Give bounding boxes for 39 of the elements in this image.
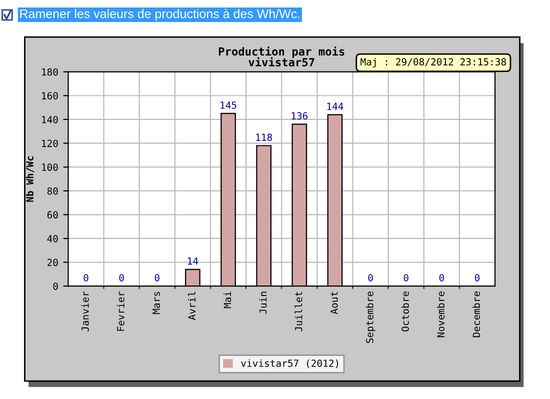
y-tick-label: 140 <box>42 116 58 124</box>
y-tick-label: 180 <box>42 68 58 76</box>
y-tick-label: 80 <box>47 187 58 195</box>
text: Ramener les valeurs de productions à des Wh/Wc. <box>20 8 300 21</box>
y-tick-label: 20 <box>47 258 58 266</box>
y-tick-label: 120 <box>42 140 58 148</box>
data-label: 118 <box>256 134 272 141</box>
x-tick-label: Mai <box>224 292 232 308</box>
x-tick-label: Septembre <box>366 292 376 343</box>
y-tick-label: 0 <box>53 282 58 290</box>
legend-label: vivistar57 (2012) <box>241 359 338 368</box>
x-tick-label: Avril <box>188 292 196 320</box>
data-label: 0 <box>119 274 124 282</box>
y-axis-title: Nb Wh/Wc <box>26 156 34 202</box>
data-label: 0 <box>474 274 480 282</box>
y-tick-label: 40 <box>47 234 58 242</box>
x-tick-label: Janvier <box>81 291 89 332</box>
data-label: 144 <box>327 102 344 110</box>
data-label: 136 <box>292 112 308 120</box>
text: Maj : 29/08/2012 23:15:38 <box>360 58 506 68</box>
chart-title: Production par mois vivistar57 <box>218 46 344 66</box>
data-label: 0 <box>439 274 444 282</box>
data-label: 145 <box>220 102 236 109</box>
data-label: 14 <box>188 258 198 265</box>
x-tick-label: Decembre <box>472 292 480 338</box>
y-tick-label: 160 <box>42 92 58 100</box>
x-tick-label: Juillet <box>294 292 302 332</box>
data-label: 0 <box>84 274 88 282</box>
x-tick-label: Juin <box>259 292 267 314</box>
x-tick-label: Fevrier <box>116 291 124 331</box>
x-tick-label: Octobre <box>401 292 409 332</box>
x-tick-label: Aout <box>330 292 338 314</box>
x-tick-label: Mars <box>152 292 160 314</box>
data-label: 0 <box>154 274 160 282</box>
data-label: 0 <box>404 274 408 282</box>
y-tick-label: 100 <box>42 164 58 171</box>
data-label: 0 <box>368 274 373 282</box>
x-tick-label: Novembre <box>436 292 444 338</box>
y-tick-label: 60 <box>47 211 58 219</box>
